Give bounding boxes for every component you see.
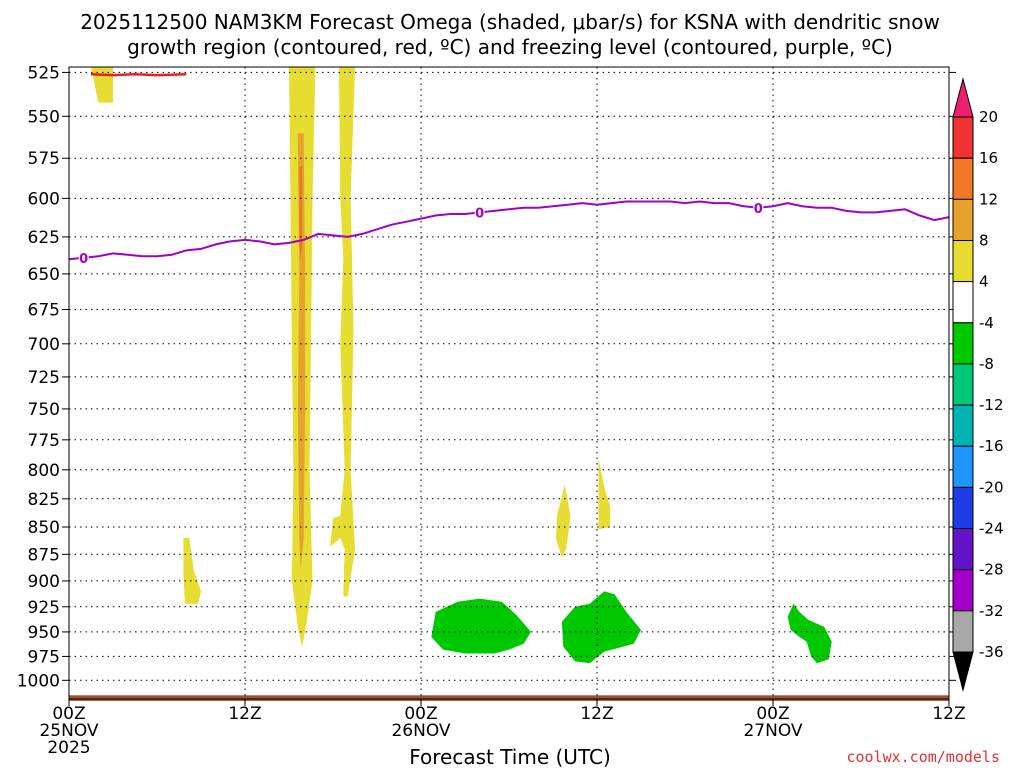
chart-title-line2: growth region (contoured, red, ºC) and f…	[127, 35, 893, 59]
freezing-level-label: 0	[754, 202, 763, 217]
colorbar-segment	[952, 116, 974, 159]
colorbar-segment	[952, 240, 974, 283]
colorbar-label: -4	[979, 314, 994, 332]
colorbar-label: 4	[979, 273, 989, 291]
x-tick-label: 12Z	[932, 704, 965, 724]
y-tick-label: 825	[28, 490, 60, 510]
x-tick-label: 25NOV	[39, 721, 98, 741]
y-tick-label: 525	[28, 63, 60, 83]
omega-region-9	[561, 591, 641, 664]
plot-frame	[68, 66, 950, 700]
colorbar-label: -28	[979, 561, 1004, 579]
colorbar-label: -8	[979, 355, 994, 373]
dgz-contour-line	[90, 72, 187, 77]
y-tick-label: 925	[28, 598, 60, 618]
colorbar-label: 16	[979, 149, 998, 167]
freezing-level-label: 0	[79, 252, 88, 267]
x-tick-label: 00Z	[756, 704, 789, 724]
contour-lines: 0 0 0	[68, 72, 950, 267]
freezing-level-label-bg	[753, 199, 764, 215]
grid-lines	[69, 67, 949, 699]
colorbar-segment	[952, 610, 974, 653]
colorbar-segment	[952, 281, 974, 324]
colorbar-label: -24	[979, 520, 1004, 538]
colorbar-segment	[952, 486, 974, 530]
omega-region-10	[787, 603, 832, 664]
x-tick-label: 12Z	[228, 704, 261, 724]
y-tick-label: 850	[28, 518, 60, 538]
freezing-level-label-bg	[78, 249, 89, 265]
credit-text: coolwx.com/models	[846, 748, 1000, 766]
colorbar-segment	[952, 445, 974, 488]
colorbar-segment	[952, 404, 974, 447]
colorbar-segment	[952, 528, 974, 571]
x-axis-label: Forecast Time (UTC)	[409, 745, 611, 768]
freezing-level-label: 0	[475, 206, 484, 221]
freezing-level-line	[68, 200, 950, 261]
omega-region-6	[555, 485, 571, 558]
y-tick-label: 675	[28, 301, 60, 321]
colorbar-segment	[952, 157, 974, 200]
y-tick-label: 700	[28, 335, 60, 355]
colorbar-label: -12	[979, 396, 1004, 414]
x-tick-label: 26NOV	[391, 721, 450, 741]
omega-region-5	[183, 538, 201, 604]
colorbar-segment	[952, 322, 974, 365]
colorbar-segment	[952, 198, 974, 242]
y-tick-label: 975	[28, 647, 60, 667]
x-tick-label: 2025	[47, 738, 90, 758]
y-tick-label: 550	[28, 107, 60, 127]
colorbar-label: -16	[979, 437, 1004, 455]
colorbar-bottom-triangle	[952, 651, 974, 692]
chart-title-line1: 2025112500 NAM3KM Forecast Omega (shaded…	[80, 10, 940, 34]
freezing-level-label-bg	[474, 204, 485, 220]
y-tick-label: 875	[28, 545, 60, 565]
omega-region-8	[431, 598, 531, 654]
y-tick-label: 800	[28, 461, 60, 481]
axis-ticks: 525 550 575 600 625 650 675 700 725 750 775 800 825 8…	[17, 63, 966, 758]
y-tick-label: 1000	[17, 671, 60, 691]
y-tick-label: 950	[28, 623, 60, 643]
colorbar-label: -32	[979, 602, 1004, 620]
ground-surface	[69, 695, 949, 701]
y-tick-label: 600	[28, 189, 60, 209]
y-tick-label: 750	[28, 400, 60, 420]
colorbar-top-triangle	[952, 77, 974, 118]
omega-region-7	[598, 457, 611, 530]
omega-shaded-regions	[91, 67, 832, 664]
colorbar: 20 16 12 8 4 -4 -8 -12 -16 -20 -24 -28 -32 -36	[952, 77, 1004, 692]
x-tick-label: 27NOV	[743, 721, 802, 741]
x-tick-label: 00Z	[52, 704, 85, 724]
omega-region-4	[330, 67, 355, 597]
y-tick-label: 650	[28, 265, 60, 285]
y-tick-label: 775	[28, 431, 60, 451]
x-tick-label: 00Z	[404, 704, 437, 724]
colorbar-segment	[952, 569, 974, 612]
y-tick-label: 725	[28, 368, 60, 388]
colorbar-label: 20	[979, 108, 998, 126]
x-tick-label: 12Z	[580, 704, 613, 724]
colorbar-label: -20	[979, 478, 1004, 496]
colorbar-segment	[952, 363, 974, 406]
ground-band	[69, 695, 949, 701]
colorbar-label: 8	[979, 231, 989, 249]
colorbar-label: -36	[979, 643, 1004, 661]
colorbar-label: 12	[979, 190, 998, 208]
y-tick-label: 625	[28, 228, 60, 248]
y-tick-label: 900	[28, 572, 60, 592]
omega-region-3	[299, 166, 303, 260]
y-tick-label: 575	[28, 149, 60, 169]
